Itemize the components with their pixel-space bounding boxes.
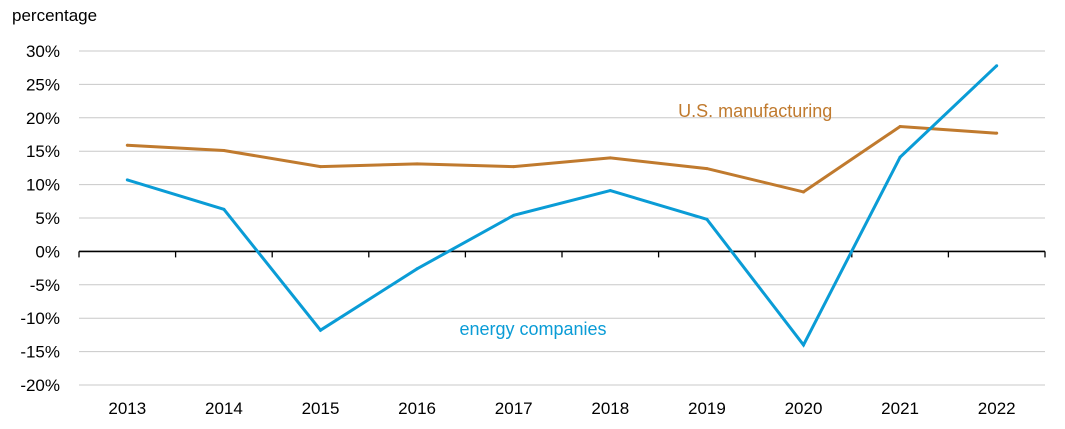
data-point (802, 343, 805, 347)
y-tick-label: -15% (20, 343, 60, 362)
data-point (705, 217, 709, 221)
series-line-energy-companies (126, 64, 998, 348)
gridlines (79, 50, 1045, 386)
data-point (802, 190, 805, 194)
data-point (222, 207, 226, 211)
y-tick-label: 5% (35, 209, 60, 228)
data-point (125, 178, 129, 182)
data-point (512, 165, 516, 169)
x-tick-label: 2017 (495, 399, 533, 418)
y-tick-label: 20% (26, 109, 60, 128)
data-point (995, 64, 999, 68)
x-tick-label: 2014 (205, 399, 243, 418)
y-axis-unit-label: percentage (12, 6, 97, 25)
data-point (898, 124, 902, 128)
data-point (415, 267, 419, 271)
x-tick-label: 2019 (688, 399, 726, 418)
data-point (319, 165, 322, 169)
y-tick-label: -20% (20, 376, 60, 395)
y-tick-label: 15% (26, 142, 60, 161)
y-tick-label: 30% (26, 42, 60, 61)
data-point (995, 131, 999, 135)
data-point (898, 155, 902, 159)
x-tick-label: 2020 (785, 399, 823, 418)
data-point (222, 149, 226, 153)
y-tick-label: 0% (35, 242, 60, 261)
y-tick-label: 25% (26, 75, 60, 94)
series-lines (125, 64, 999, 348)
data-point (125, 143, 129, 147)
x-tick-label: 2021 (881, 399, 919, 418)
x-axis: 2013 2014 2015 2016 2017 2018 2019 2020 2021 2022 (78, 250, 1046, 418)
x-tick-label: 2013 (108, 399, 146, 418)
x-tick-label: 2022 (978, 399, 1016, 418)
data-point (608, 189, 612, 193)
series-label-energy-companies: energy companies (459, 319, 606, 339)
y-tick-label: -5% (30, 276, 60, 295)
x-tick-label: 2016 (398, 399, 436, 418)
data-point (608, 156, 612, 160)
x-tick-label: 2015 (302, 399, 340, 418)
data-point (415, 162, 419, 166)
y-axis-tick-labels: 30% 25% 20% 15% 10% 5% 0% -5% -10% -15% -20% (20, 42, 60, 395)
y-tick-label: 10% (26, 176, 60, 195)
x-tick-label: 2018 (591, 399, 629, 418)
data-point (705, 167, 709, 171)
series-label-us-manufacturing: U.S. manufacturing (678, 101, 832, 121)
series-line-us-manufacturing (127, 124, 997, 194)
data-point (512, 213, 516, 217)
y-tick-label: -10% (20, 309, 60, 328)
series-annotations: U.S. manufacturing energy companies (459, 101, 832, 339)
data-point (319, 328, 322, 332)
